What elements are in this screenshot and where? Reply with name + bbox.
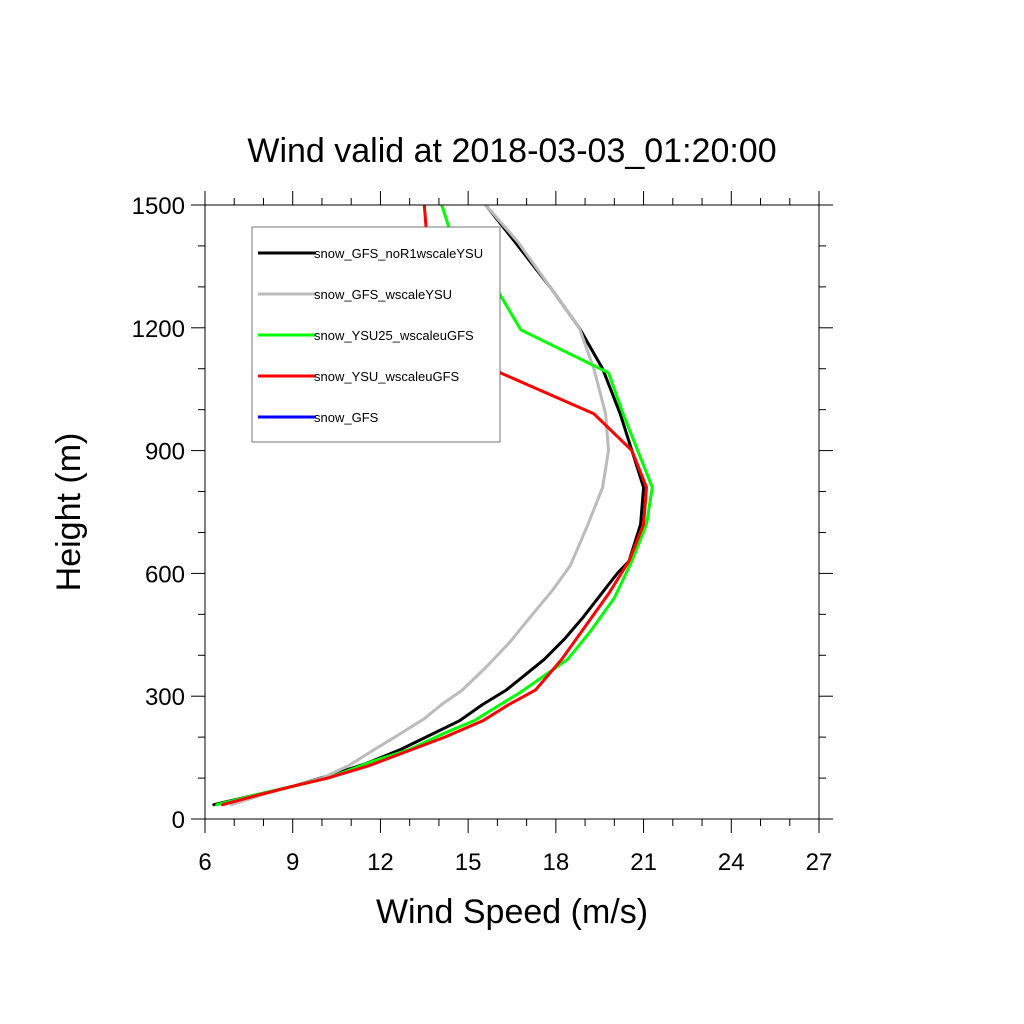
y-tick-label: 1200 xyxy=(132,316,185,343)
x-tick-label: 24 xyxy=(718,849,745,876)
x-tick-label: 21 xyxy=(630,849,657,876)
y-tick-label: 600 xyxy=(145,561,185,588)
series-line-1 xyxy=(229,205,610,807)
legend-label: snow_YSU_wscaleuGFS xyxy=(314,369,460,384)
legend-label: snow_YSU25_wscaleuGFS xyxy=(314,328,474,343)
x-tick-label: 15 xyxy=(455,849,482,876)
y-tick-label: 0 xyxy=(172,807,185,834)
legend: snow_GFS_noR1wscaleYSU snow_GFS_wscaleYSU… xyxy=(251,226,501,443)
y-tick-label: 300 xyxy=(145,684,185,711)
x-tick-label: 18 xyxy=(543,849,570,876)
series-line-2 xyxy=(215,205,654,807)
x-tick-label: 12 xyxy=(367,849,394,876)
axes: 6 9 12 15 18 21 24 27 0 300 600 900 1200 1500 xyxy=(132,191,833,876)
y-tick-label: 900 xyxy=(145,439,185,466)
plot-frame xyxy=(204,204,820,820)
x-tick-label: 6 xyxy=(198,849,211,876)
x-tick-label: 9 xyxy=(286,849,299,876)
x-tick-label: 27 xyxy=(806,849,833,876)
y-tick-label: 1500 xyxy=(132,193,185,220)
y-axis-title: Height (m) xyxy=(50,433,88,592)
x-axis-title: Wind Speed (m/s) xyxy=(376,893,648,931)
legend-label: snow_GFS_noR1wscaleYSU xyxy=(314,246,483,261)
legend-label: snow_GFS xyxy=(314,410,379,425)
chart-title: Wind valid at 2018-03-03_01:20:00 xyxy=(247,132,776,170)
legend-label: snow_GFS_wscaleYSU xyxy=(314,287,452,302)
